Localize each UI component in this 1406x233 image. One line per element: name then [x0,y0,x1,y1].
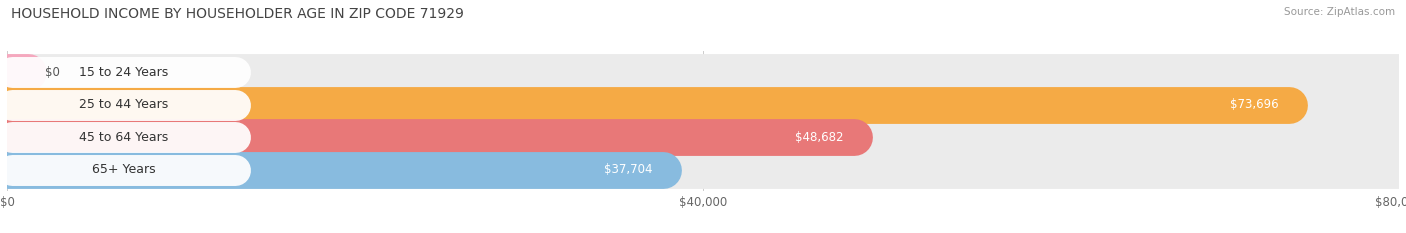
Text: $37,704: $37,704 [605,163,652,176]
Text: Source: ZipAtlas.com: Source: ZipAtlas.com [1284,7,1395,17]
Text: 45 to 64 Years: 45 to 64 Years [79,131,169,144]
Text: 15 to 24 Years: 15 to 24 Years [79,66,169,79]
Text: $48,682: $48,682 [796,131,844,144]
Text: 25 to 44 Years: 25 to 44 Years [79,98,169,111]
Text: HOUSEHOLD INCOME BY HOUSEHOLDER AGE IN ZIP CODE 71929: HOUSEHOLD INCOME BY HOUSEHOLDER AGE IN Z… [11,7,464,21]
Text: $73,696: $73,696 [1230,98,1279,111]
Text: 65+ Years: 65+ Years [91,163,156,176]
Text: $0: $0 [45,66,60,79]
